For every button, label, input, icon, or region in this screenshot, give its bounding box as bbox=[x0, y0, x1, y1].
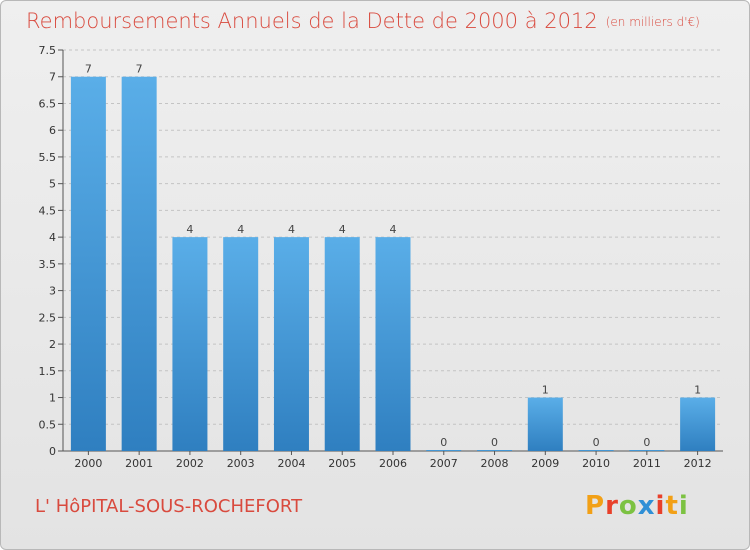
value-label-2001: 7 bbox=[136, 63, 143, 76]
y-tick-label: 6.5 bbox=[39, 97, 57, 110]
x-tick-label-2003: 2003 bbox=[227, 457, 255, 470]
value-label-2008: 0 bbox=[491, 436, 498, 449]
x-tick-label-2010: 2010 bbox=[582, 457, 610, 470]
x-tick-label-2011: 2011 bbox=[633, 457, 661, 470]
y-tick-label: 1 bbox=[49, 392, 56, 405]
value-label-2007: 0 bbox=[440, 436, 447, 449]
x-tick-label-2002: 2002 bbox=[176, 457, 204, 470]
bar-2012 bbox=[680, 397, 716, 451]
logo-letter: r bbox=[605, 491, 619, 521]
y-tick-label: 7.5 bbox=[39, 44, 57, 57]
value-label-2011: 0 bbox=[643, 436, 650, 449]
logo-letter: P bbox=[585, 491, 606, 521]
x-tick-label-2007: 2007 bbox=[430, 457, 458, 470]
bar-2006 bbox=[375, 237, 411, 451]
bar-2001 bbox=[121, 76, 157, 451]
bar-2009 bbox=[527, 397, 563, 451]
bar-2004 bbox=[273, 237, 309, 451]
logo-letter: x bbox=[637, 491, 656, 521]
logo-letter: i bbox=[678, 491, 689, 521]
y-tick-label: 3.5 bbox=[39, 258, 57, 271]
bar-2000 bbox=[70, 76, 106, 451]
y-tick-label: 2 bbox=[49, 338, 56, 351]
value-label-2002: 4 bbox=[186, 223, 193, 236]
y-tick-label: 4 bbox=[49, 231, 56, 244]
bar-2003 bbox=[223, 237, 259, 451]
y-tick-label: 6 bbox=[49, 124, 56, 137]
bar-2005 bbox=[324, 237, 360, 451]
y-tick-label: 5 bbox=[49, 178, 56, 191]
value-label-2006: 4 bbox=[390, 223, 397, 236]
chart-title: Remboursements Annuels de la Dette de 20… bbox=[26, 9, 700, 33]
value-label-2000: 7 bbox=[85, 63, 92, 76]
bar-2008 bbox=[477, 450, 513, 451]
y-tick-label: 3 bbox=[49, 285, 56, 298]
logo-letter: o bbox=[618, 491, 638, 521]
x-tick-label-2006: 2006 bbox=[379, 457, 407, 470]
x-tick-label-2012: 2012 bbox=[684, 457, 712, 470]
logo-letter: i bbox=[655, 491, 666, 521]
y-tick-label: 0 bbox=[49, 445, 56, 458]
proxiti-logo: Proxiti bbox=[585, 491, 689, 521]
bar-2010 bbox=[578, 450, 614, 451]
x-tick-label-2008: 2008 bbox=[481, 457, 509, 470]
value-label-2009: 1 bbox=[542, 384, 549, 397]
y-tick-label: 0.5 bbox=[39, 418, 57, 431]
y-tick-label: 1.5 bbox=[39, 365, 57, 378]
x-tick-label-2001: 2001 bbox=[125, 457, 153, 470]
value-label-2005: 4 bbox=[339, 223, 346, 236]
value-label-2003: 4 bbox=[237, 223, 244, 236]
y-tick-label: 4.5 bbox=[39, 204, 57, 217]
y-tick-label: 7 bbox=[49, 71, 56, 84]
y-tick-label: 2.5 bbox=[39, 311, 57, 324]
value-label-2004: 4 bbox=[288, 223, 295, 236]
x-tick-label-2005: 2005 bbox=[328, 457, 356, 470]
logo-letter: t bbox=[665, 491, 679, 521]
x-tick-label-2009: 2009 bbox=[531, 457, 559, 470]
bar-2002 bbox=[172, 237, 208, 451]
chart-title-text: Remboursements Annuels de la Dette de 20… bbox=[26, 9, 598, 33]
commune-name: L' HôPITAL-SOUS-ROCHEFORT bbox=[35, 496, 303, 517]
x-tick-label-2004: 2004 bbox=[277, 457, 305, 470]
unit-note: (en milliers d'€) bbox=[605, 15, 700, 29]
value-label-2010: 0 bbox=[593, 436, 600, 449]
bar-2011 bbox=[629, 450, 665, 451]
y-tick-label: 5.5 bbox=[39, 151, 57, 164]
x-tick-label-2000: 2000 bbox=[74, 457, 102, 470]
value-label-2012: 1 bbox=[694, 384, 701, 397]
bar-2007 bbox=[426, 450, 462, 451]
